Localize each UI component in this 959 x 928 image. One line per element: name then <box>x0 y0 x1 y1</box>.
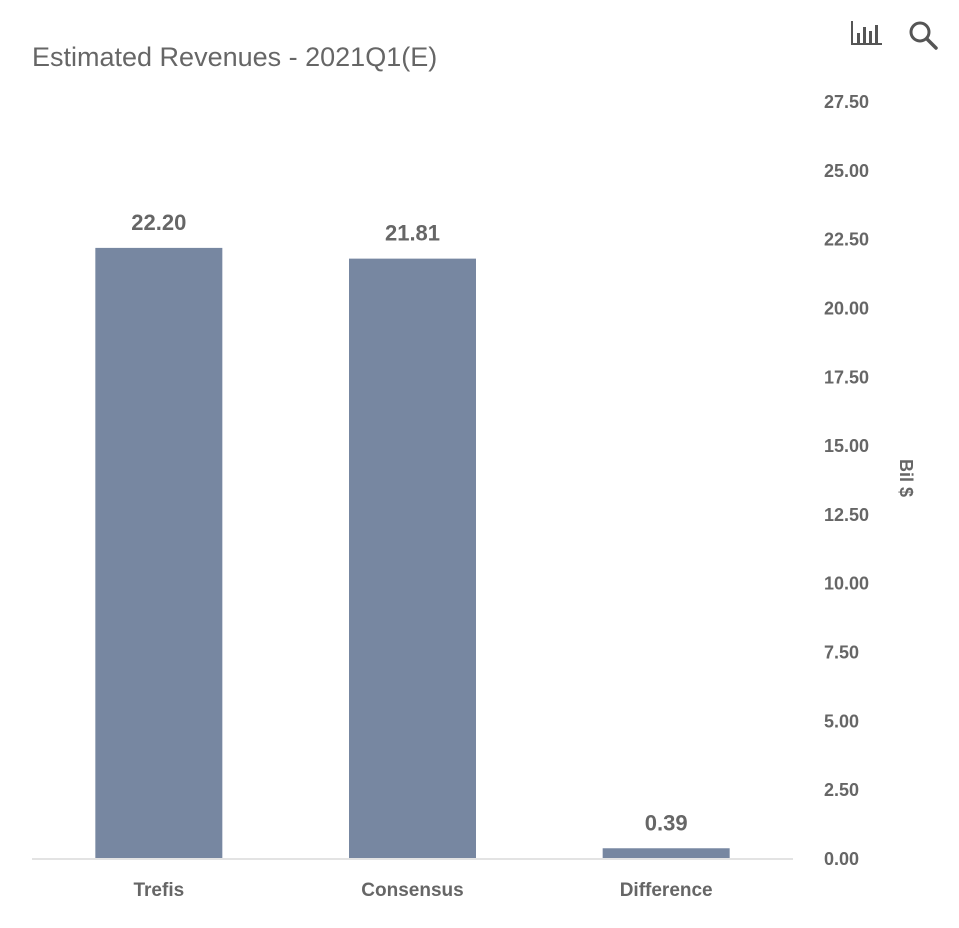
y-tick-label: 25.00 <box>824 161 869 181</box>
y-tick-label: 7.50 <box>824 643 859 663</box>
y-tick-label: 20.00 <box>824 298 869 318</box>
data-label: 21.81 <box>385 221 440 246</box>
search-icon[interactable] <box>907 19 939 51</box>
x-tick-label: Consensus <box>361 880 463 901</box>
y-tick-label: 2.50 <box>824 780 859 800</box>
data-label: 0.39 <box>645 810 688 835</box>
bar-difference <box>602 848 730 859</box>
data-label: 22.20 <box>131 210 186 235</box>
y-tick-label: 22.50 <box>824 230 869 250</box>
y-tick-label: 0.00 <box>824 849 859 869</box>
y-tick-label: 5.00 <box>824 711 859 731</box>
bar-consensus <box>349 258 476 859</box>
y-tick-label: 17.50 <box>824 367 869 387</box>
y-tick-label: 27.50 <box>824 92 869 112</box>
y-tick-label: 15.00 <box>824 436 869 456</box>
bar-trefis <box>95 247 223 860</box>
y-axis-title: Bil $ <box>896 459 916 497</box>
y-tick-label: 12.50 <box>824 505 869 525</box>
chart-title: Estimated Revenues - 2021Q1(E) <box>32 42 438 72</box>
x-tick-label: Trefis <box>133 880 184 901</box>
bar-chart-icon[interactable] <box>849 19 883 47</box>
y-tick-label: 10.00 <box>824 574 869 594</box>
x-tick-label: Difference <box>620 880 713 901</box>
